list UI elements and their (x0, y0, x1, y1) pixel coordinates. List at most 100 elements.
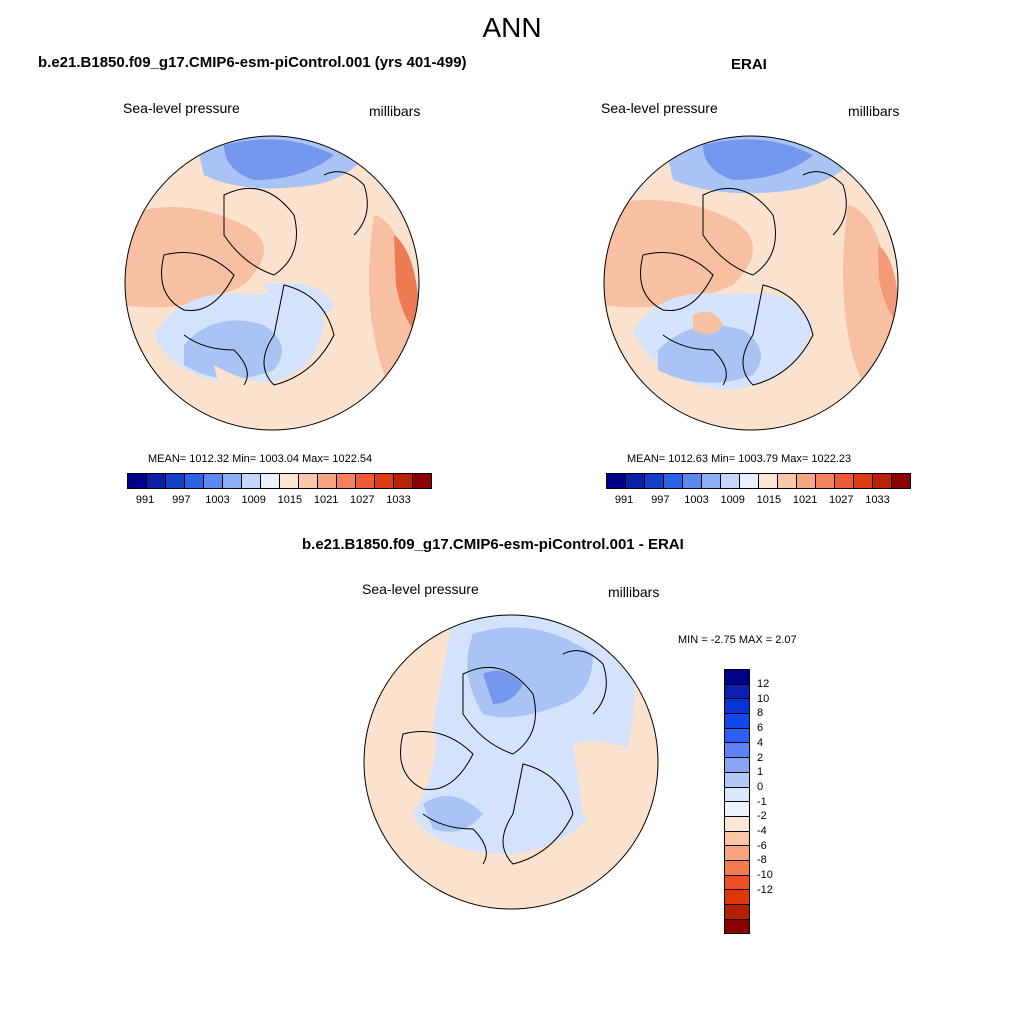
colorbar-swatch (394, 474, 413, 488)
page-title: ANN (482, 12, 542, 43)
colorbar-swatch (261, 474, 280, 488)
colorbar-tick-label: 1033 (865, 494, 890, 506)
colorbar-ticks-model: 991 997 1003 1009 1015 1021 1027 1033 (127, 494, 417, 510)
colorbar-swatch (835, 474, 854, 488)
colorbar-tick-label: 991 (614, 494, 634, 506)
colorbar-swatch (816, 474, 835, 488)
colorbar-tick-label: 997 (172, 494, 191, 506)
stats-obs: MEAN= 1012.63 Min= 1003.79 Max= 1022.23 (627, 453, 852, 465)
colorbar-tick-label: -1 (757, 795, 767, 808)
colorbar-tick-label: 997 (651, 494, 670, 506)
colorbar-swatch (337, 474, 356, 488)
variable-label-obs: Sea-level pressure (601, 100, 718, 116)
colorbar-swatch (725, 905, 749, 920)
colorbar-swatch (725, 846, 749, 861)
colorbar-swatch (725, 772, 749, 788)
units-label-obs: millibars (848, 103, 900, 119)
colorbar-tick-label: 1009 (720, 494, 745, 506)
colorbar-tick-label: 991 (135, 494, 155, 506)
colorbar-swatch (645, 474, 664, 488)
colorbar-tick-label: 1027 (350, 494, 375, 506)
colorbar-swatch (725, 728, 749, 744)
panel-title-model: b.e21.B1850.f09_g17.CMIP6-esm-piControl.… (38, 54, 467, 71)
colorbar-swatch (299, 474, 318, 488)
colorbar-swatch (759, 474, 778, 488)
colorbar-swatch (721, 474, 740, 488)
colorbar-swatch (166, 474, 185, 488)
colorbar-swatch (607, 474, 626, 488)
stats-model: MEAN= 1012.32 Min= 1003.04 Max= 1022.54 (148, 453, 373, 465)
colorbar-tick-label: 1003 (684, 494, 709, 506)
colorbar-swatch (725, 875, 749, 891)
colorbar-swatch (725, 743, 749, 759)
stats-diff: MIN = -2.75 MAX = 2.07 (678, 634, 797, 646)
coastline-5 (323, 171, 368, 236)
colorbar-model (127, 473, 432, 489)
colorbar-tick-label: 1015 (756, 494, 782, 506)
coastline-2 (223, 187, 297, 276)
colorbar-swatch (725, 890, 749, 905)
colorbar-swatch (725, 670, 749, 685)
colorbar-tick-label: 6 (757, 722, 764, 735)
colorbar-tick-label: 0 (757, 780, 764, 793)
colorbar-swatch (318, 474, 337, 488)
colorbar-tick-label: -12 (757, 883, 773, 896)
colorbar-tick-label: -2 (757, 810, 767, 823)
colorbar-ticks-obs: 991 997 1003 1009 1015 1021 1027 1033 (606, 494, 896, 510)
colorbar-tick-label: 12 (757, 678, 770, 690)
colorbar-tick-label: 1009 (241, 494, 266, 506)
colorbar-swatch (873, 474, 892, 488)
colorbar-tick-label: 10 (757, 692, 770, 705)
colorbar-tick-label: 1 (757, 766, 764, 779)
colorbar-tick-label: 1021 (792, 494, 818, 506)
units-label-diff: millibars (608, 584, 660, 600)
colorbar-swatch (725, 714, 749, 729)
colorbar-tick-label: 1003 (205, 494, 230, 506)
colorbar-swatch (280, 474, 299, 488)
colorbar-swatch (683, 474, 702, 488)
colorbar-tick-label: -8 (757, 854, 767, 867)
map-obs (603, 135, 899, 431)
colorbar-swatch (854, 474, 873, 488)
colorbar-swatch (204, 474, 223, 488)
panel-title-diff: b.e21.B1850.f09_g17.CMIP6-esm-piControl.… (302, 536, 684, 553)
colorbar-swatch (375, 474, 394, 488)
colorbar-swatch (778, 474, 797, 488)
colorbar-ticks-diff: 12 10 8 6 4 2 1 0 -1 -2 -4 -6 -8 -10 -12 (757, 669, 797, 914)
colorbar-swatch (413, 474, 431, 488)
colorbar-diff (724, 669, 750, 935)
colorbar-swatch (223, 474, 242, 488)
colorbar-swatch (128, 474, 147, 488)
colorbar-tick-label: 1033 (386, 494, 411, 506)
colorbar-swatch (725, 860, 749, 876)
colorbar-swatch (725, 802, 749, 817)
colorbar-swatch (185, 474, 204, 488)
colorbar-swatch (725, 684, 749, 700)
colorbar-swatch (664, 474, 683, 488)
colorbar-swatch (626, 474, 645, 488)
colorbar-tick-label: 4 (757, 736, 764, 749)
colorbar-swatch (725, 758, 749, 773)
colorbar-tick-label: 1027 (829, 494, 854, 506)
map-diff (363, 614, 659, 910)
colorbar-tick-label: 8 (757, 707, 764, 720)
units-label-model: millibars (369, 103, 421, 119)
map-model (124, 135, 420, 431)
coastline-4 (183, 334, 248, 386)
colorbar-tick-label: 2 (757, 751, 764, 764)
panel-title-obs: ERAI (731, 56, 767, 73)
coastline-3 (263, 284, 335, 386)
colorbar-swatch (147, 474, 166, 488)
colorbar-swatch (725, 831, 749, 847)
colorbar-tick-label: 1021 (313, 494, 339, 506)
variable-label-diff: Sea-level pressure (362, 581, 479, 597)
coastline-1 (161, 252, 235, 312)
colorbar-swatch (740, 474, 759, 488)
colorbar-swatch (892, 474, 910, 488)
colorbar-swatch (242, 474, 261, 488)
colorbar-tick-label: -6 (757, 839, 767, 852)
colorbar-tick-label: -10 (757, 869, 773, 882)
colorbar-tick-label: -4 (757, 825, 767, 837)
colorbar-swatch (356, 474, 375, 488)
colorbar-tick-label: 1015 (277, 494, 303, 506)
